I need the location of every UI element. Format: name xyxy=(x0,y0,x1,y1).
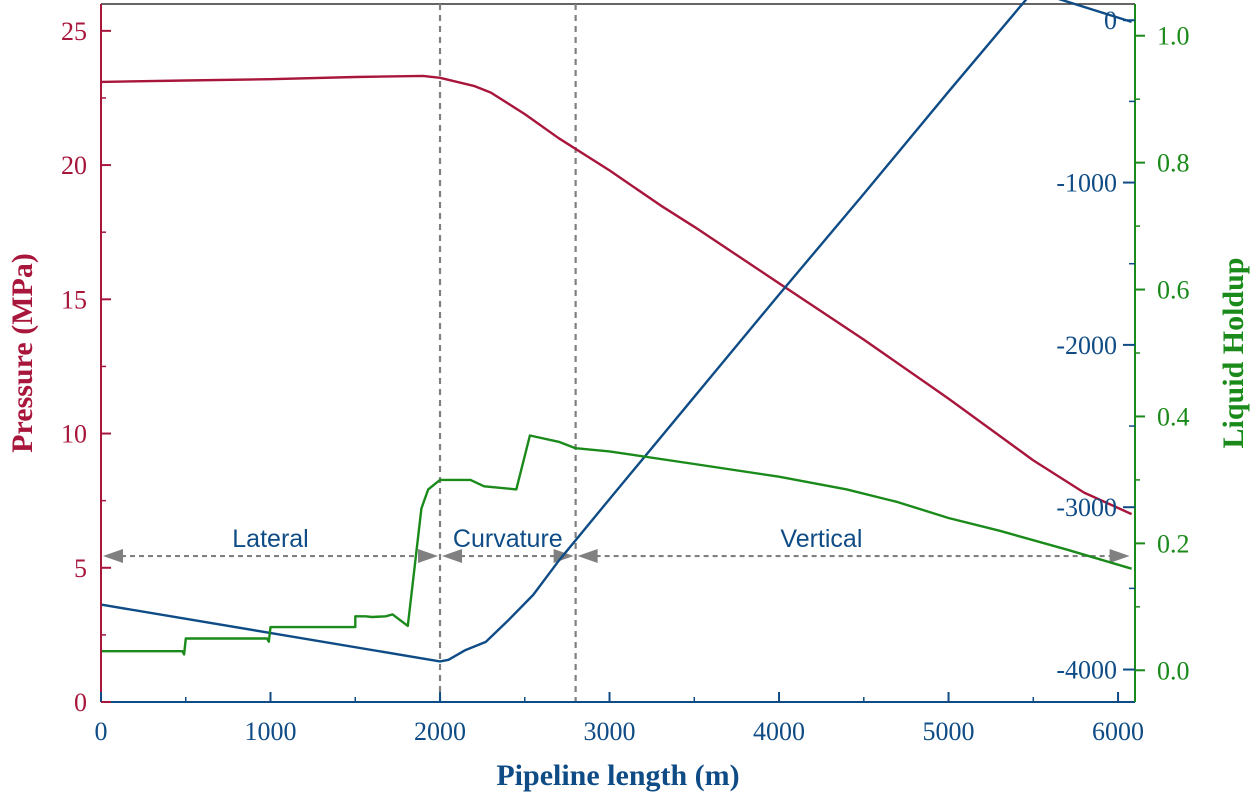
depth-tick-label-0: 0 xyxy=(1104,6,1117,35)
region-label-vertical: Vertical xyxy=(780,525,862,553)
holdup-axis-title: Liquid Holdup xyxy=(1217,258,1250,449)
region-label-lateral: Lateral xyxy=(232,525,308,553)
pressure-tick-label-20: 20 xyxy=(61,151,87,180)
holdup-tick-label-0: 0.0 xyxy=(1157,656,1190,685)
depth-tick-label--2000: -2000 xyxy=(1056,331,1117,360)
x-tick-label-5000: 5000 xyxy=(923,717,975,746)
holdup-tick-label-1: 0.2 xyxy=(1157,529,1190,558)
region-label-curvature: Curvature xyxy=(453,525,563,553)
x-tick-label-6000: 6000 xyxy=(1092,717,1144,746)
holdup-tick-label-2: 0.4 xyxy=(1157,402,1190,431)
pressure-tick-label-15: 15 xyxy=(61,285,87,314)
x-tick-label-2000: 2000 xyxy=(414,717,466,746)
x-tick-label-3000: 3000 xyxy=(584,717,636,746)
region-annotations: Lateral Curvature Vertical xyxy=(103,4,1130,702)
x-tick-label-1000: 1000 xyxy=(245,717,297,746)
region-arrowhead-right-vertical xyxy=(1109,549,1130,564)
x-tick-label-4000: 4000 xyxy=(753,717,805,746)
holdup-tick-label-3: 0.6 xyxy=(1157,276,1190,305)
pressure-axis-title: Pressure (MPa) xyxy=(6,253,39,453)
holdup-tick-label-4: 0.8 xyxy=(1157,149,1190,178)
region-arrowhead-left-lateral xyxy=(103,549,123,564)
holdup-tick-label-5: 1.0 xyxy=(1157,22,1190,51)
series-line-liquid-holdup xyxy=(101,434,1132,656)
series-lines xyxy=(100,0,1133,663)
pressure-tick-label-25: 25 xyxy=(61,17,87,46)
region-arrowhead-right-lateral xyxy=(418,549,439,564)
depth-tick-label--4000: -4000 xyxy=(1056,656,1117,685)
series-line-pressure xyxy=(100,74,1133,516)
depth-tick-label--3000: -3000 xyxy=(1056,493,1117,522)
pressure-tick-label-5: 5 xyxy=(74,554,87,583)
x-axis-title: Pipeline length (m) xyxy=(496,759,739,792)
series-line-depth xyxy=(100,0,1132,663)
pressure-tick-label-0: 0 xyxy=(74,688,87,717)
depth-tick-label--1000: -1000 xyxy=(1056,169,1117,198)
region-arrowhead-left-curvature xyxy=(442,549,463,564)
axes: 0 1000 2000 3000 4000 5000 6000 0 5 10 15 20 25 0 -100… xyxy=(61,4,1190,746)
x-tick-label-0: 0 xyxy=(95,717,108,746)
pressure-tick-label-10: 10 xyxy=(61,420,87,449)
region-arrowhead-left-vertical xyxy=(577,549,598,564)
